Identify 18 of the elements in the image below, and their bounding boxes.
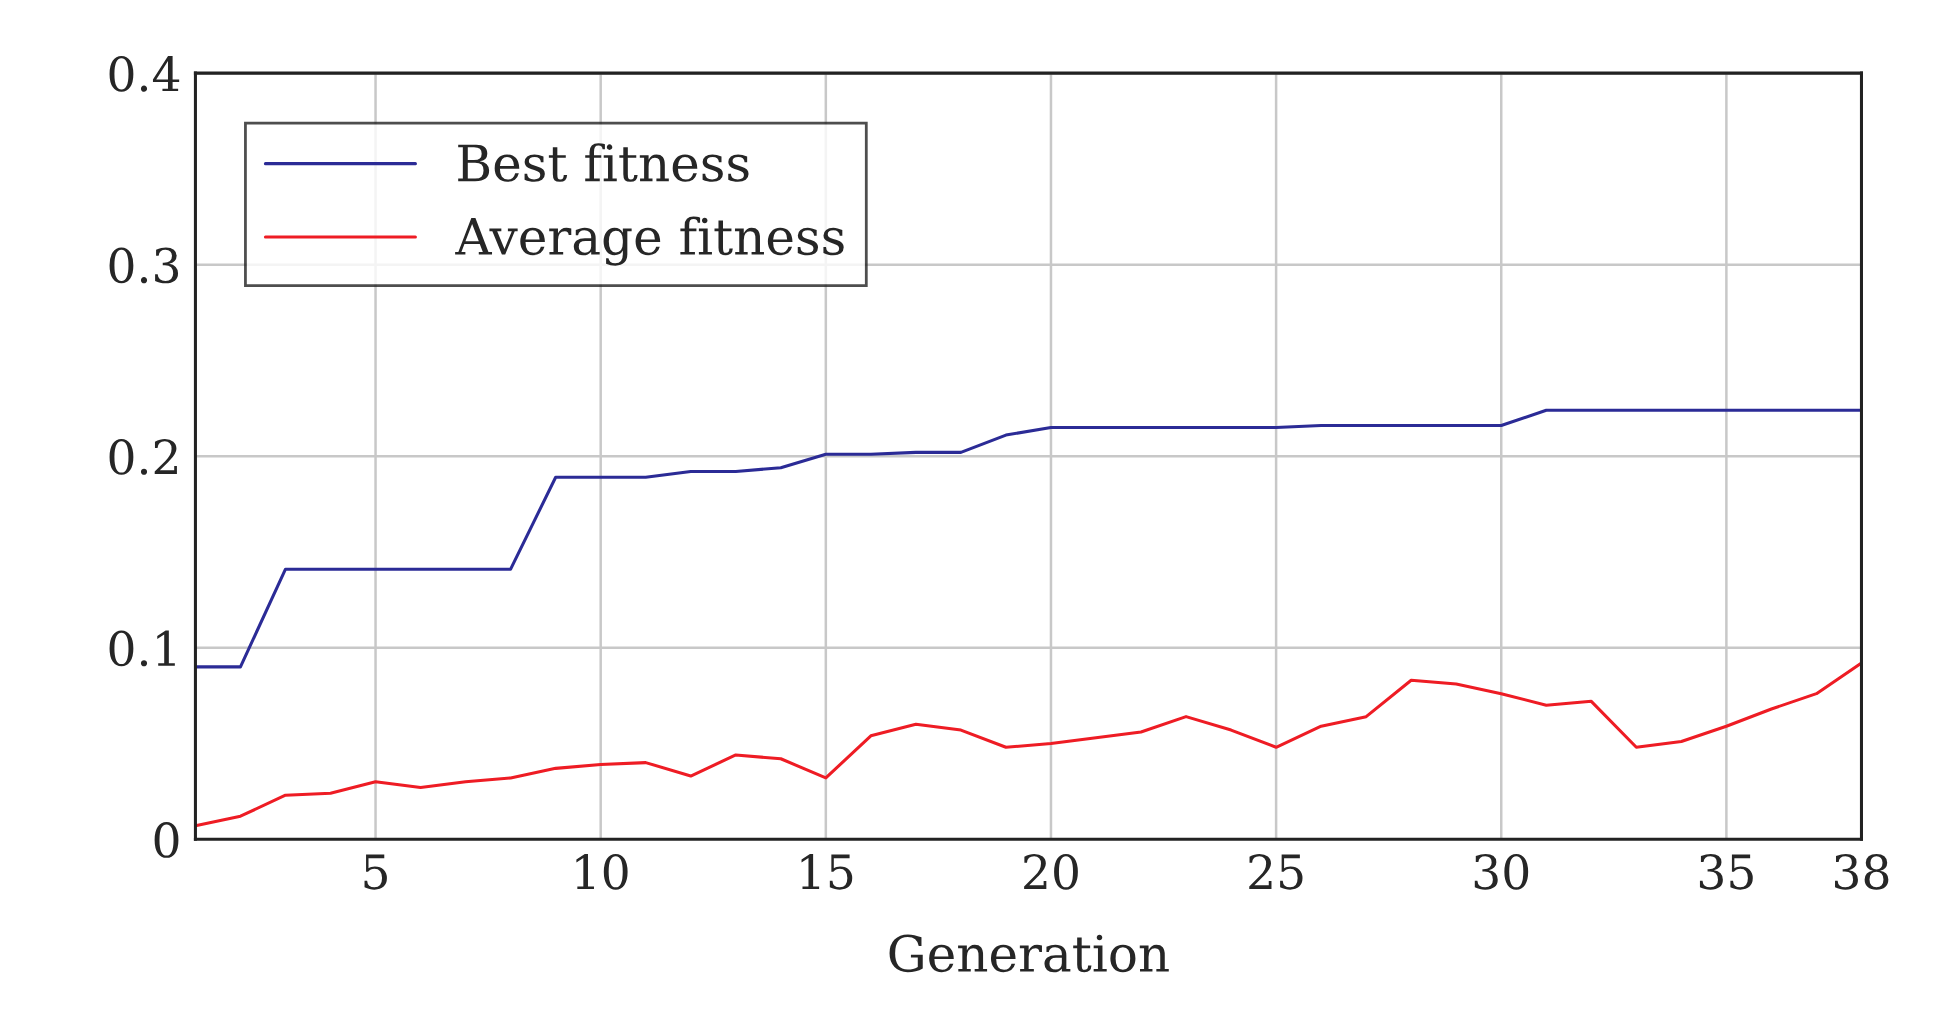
y-tick-label: 0.3 bbox=[109, 247, 179, 284]
x-tick-label: 20 bbox=[1024, 853, 1078, 890]
x-tick-label: 5 bbox=[364, 854, 387, 890]
y-tick-label: 0.2 bbox=[109, 439, 177, 475]
x-tick-label: 30 bbox=[1474, 853, 1529, 890]
y-tick-label: 0.1 bbox=[109, 630, 175, 667]
x-tick-label: 38 bbox=[1835, 853, 1889, 890]
x-tick-label: 10 bbox=[576, 853, 628, 890]
y-tick-label: 0.4 bbox=[109, 56, 180, 92]
x-tick-label: 15 bbox=[801, 853, 853, 890]
line-series bbox=[195, 408, 1862, 669]
x-tick-label: 35 bbox=[1699, 853, 1753, 890]
y-tick-label: 0 bbox=[154, 822, 179, 858]
x-axis-title: Generation bbox=[889, 934, 1169, 973]
legend-label: Average fitness bbox=[455, 216, 844, 266]
x-tick-label: 25 bbox=[1249, 853, 1303, 890]
legend-label: Best fitness bbox=[458, 143, 749, 182]
line-series bbox=[195, 661, 1862, 828]
